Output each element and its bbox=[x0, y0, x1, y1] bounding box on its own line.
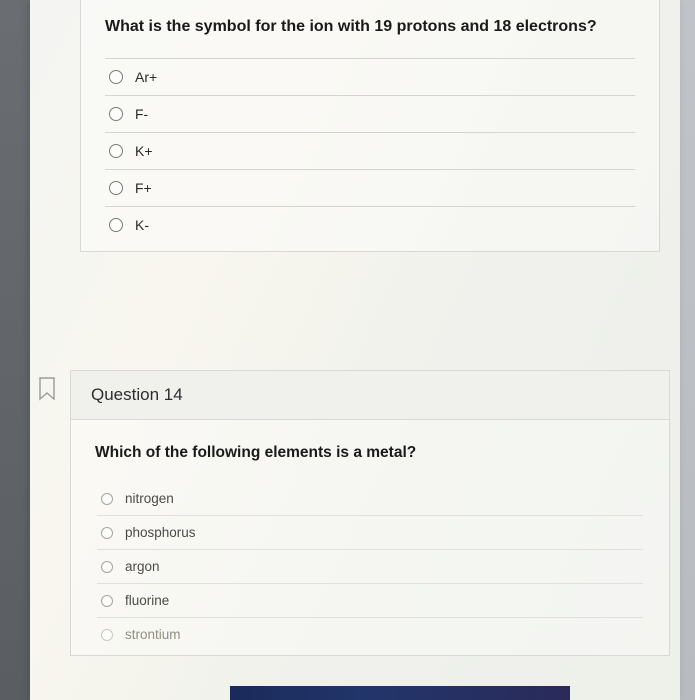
question-prompt: Which of the following elements is a met… bbox=[71, 420, 669, 482]
option-row[interactable]: F+ bbox=[105, 169, 635, 206]
option-row[interactable]: Ar+ bbox=[105, 58, 635, 95]
options-list: Ar+ F- K+ F+ K- bbox=[81, 58, 659, 251]
radio-icon[interactable] bbox=[109, 107, 123, 121]
question-body: Which of the following elements is a met… bbox=[70, 419, 670, 656]
option-row[interactable]: fluorine bbox=[97, 584, 643, 618]
bookmark-button[interactable] bbox=[36, 376, 58, 407]
monitor-bezel bbox=[0, 0, 30, 700]
option-row[interactable]: F- bbox=[105, 95, 635, 132]
radio-icon[interactable] bbox=[101, 561, 113, 573]
radio-icon[interactable] bbox=[109, 181, 123, 195]
bottom-strip bbox=[230, 686, 570, 700]
option-row[interactable]: nitrogen bbox=[97, 482, 643, 516]
option-label: K+ bbox=[135, 143, 153, 159]
option-label: K- bbox=[135, 217, 149, 233]
question-header: Question 14 bbox=[70, 370, 670, 419]
radio-icon[interactable] bbox=[101, 527, 113, 539]
radio-icon[interactable] bbox=[101, 629, 113, 641]
option-label: strontium bbox=[125, 627, 181, 642]
radio-icon[interactable] bbox=[109, 70, 123, 84]
option-label: fluorine bbox=[125, 593, 169, 608]
option-row[interactable]: K- bbox=[105, 206, 635, 243]
option-label: F+ bbox=[135, 180, 152, 196]
question-prompt: What is the symbol for the ion with 19 p… bbox=[81, 0, 659, 58]
options-list: nitrogen phosphorus argon fluorine stron… bbox=[71, 482, 669, 651]
option-label: nitrogen bbox=[125, 491, 174, 506]
option-label: phosphorus bbox=[125, 525, 196, 540]
quiz-screen: What is the symbol for the ion with 19 p… bbox=[30, 0, 680, 700]
option-label: Ar+ bbox=[135, 69, 157, 85]
question-card-13: What is the symbol for the ion with 19 p… bbox=[80, 0, 660, 252]
bookmark-icon bbox=[36, 376, 58, 402]
question-card-14: Question 14 Which of the following eleme… bbox=[70, 370, 670, 656]
option-row[interactable]: argon bbox=[97, 550, 643, 584]
option-row[interactable]: phosphorus bbox=[97, 516, 643, 550]
radio-icon[interactable] bbox=[109, 218, 123, 232]
radio-icon[interactable] bbox=[101, 595, 113, 607]
option-row[interactable]: K+ bbox=[105, 132, 635, 169]
radio-icon[interactable] bbox=[109, 144, 123, 158]
option-row[interactable]: strontium bbox=[97, 618, 643, 651]
radio-icon[interactable] bbox=[101, 493, 113, 505]
option-label: F- bbox=[135, 106, 148, 122]
option-label: argon bbox=[125, 559, 160, 574]
